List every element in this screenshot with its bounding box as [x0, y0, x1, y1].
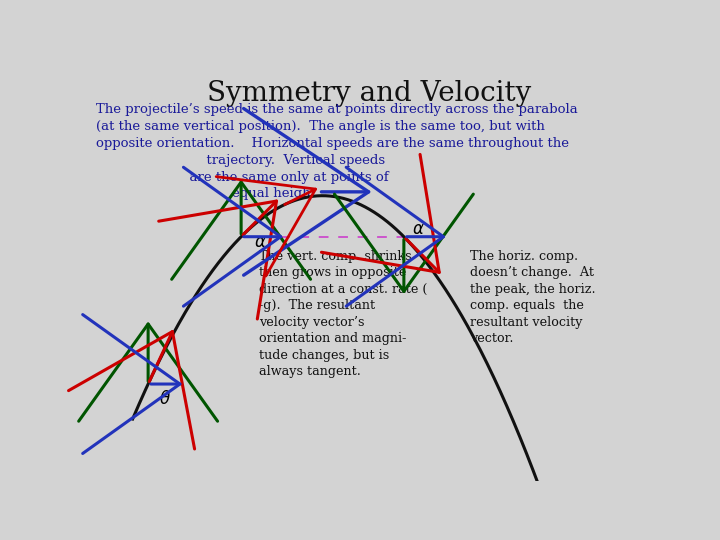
- Text: Symmetry and Velocity: Symmetry and Velocity: [207, 80, 531, 107]
- Text: The vert. comp. shrinks
then grows in opposite
direction at a const. rate (
-g).: The vert. comp. shrinks then grows in op…: [259, 249, 428, 378]
- Text: $\alpha$: $\alpha$: [254, 234, 267, 252]
- Text: $\alpha$: $\alpha$: [412, 221, 424, 238]
- Text: $\theta$: $\theta$: [159, 390, 171, 408]
- Text: The projectile’s speed is the same at points directly across the parabola
(at th: The projectile’s speed is the same at po…: [96, 103, 578, 200]
- Text: The horiz. comp.
doesn’t change.  At
the peak, the horiz.
comp. equals  the
resu: The horiz. comp. doesn’t change. At the …: [469, 249, 595, 345]
